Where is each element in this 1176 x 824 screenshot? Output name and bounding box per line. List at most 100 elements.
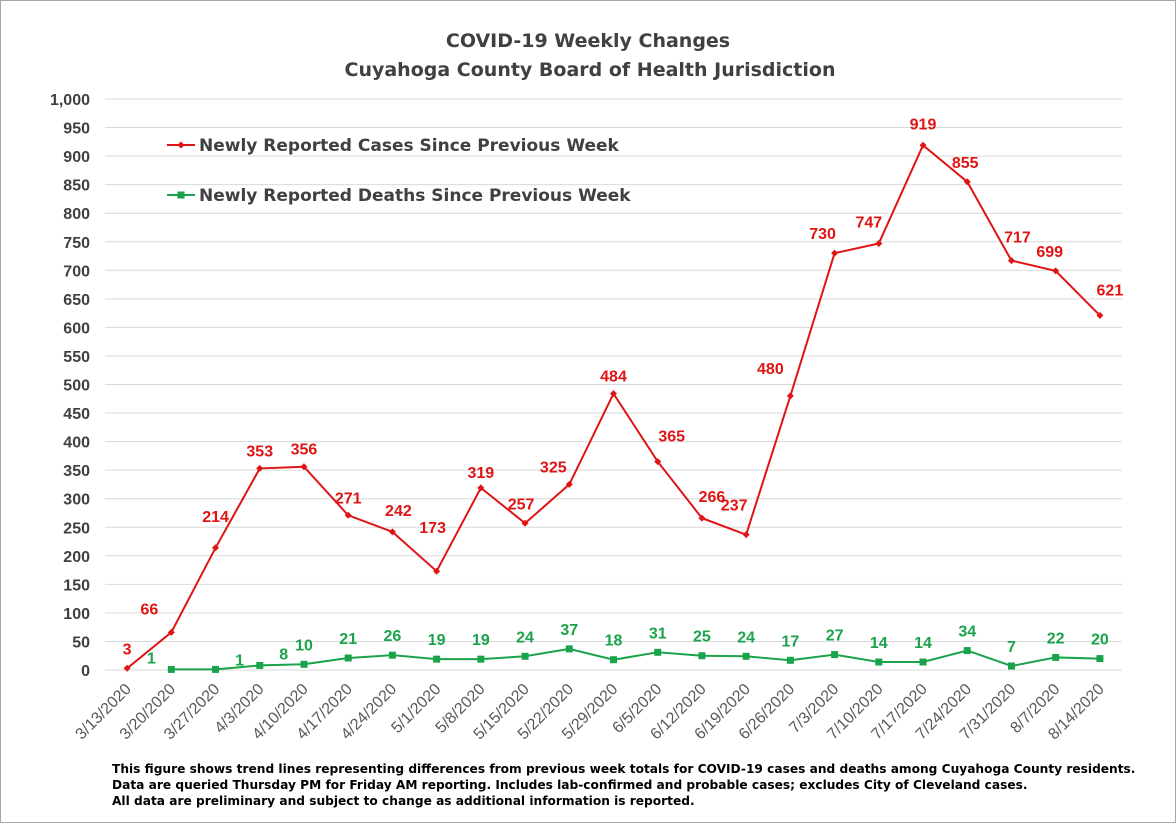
y-tick-label: 500: [63, 378, 90, 395]
y-tick-label: 0: [81, 663, 90, 680]
deaths-point: [786, 656, 794, 664]
legend-label: Newly Reported Cases Since Previous Week: [199, 136, 620, 156]
deaths-point: [300, 660, 308, 668]
cases-point: [388, 528, 396, 536]
gridlines: [105, 98, 1122, 671]
cases-data-label: 730: [809, 226, 836, 243]
cases-point: [477, 484, 485, 492]
deaths-data-label: 34: [958, 624, 976, 641]
deaths-data-label: 24: [737, 629, 755, 646]
deaths-data-label: 14: [870, 635, 888, 652]
legend-swatch-marker: [177, 141, 185, 149]
y-tick-label: 750: [63, 235, 90, 252]
deaths-data-label: 25: [693, 629, 711, 646]
footnote: This figure shows trend lines representi…: [112, 761, 1136, 809]
cases-point: [256, 464, 264, 472]
deaths-point: [1007, 662, 1015, 670]
series-line-cases: [126, 143, 1101, 670]
cases-point: [1007, 257, 1015, 265]
cases-data-label: 325: [540, 459, 567, 476]
cases-data-label: 353: [246, 443, 273, 460]
cases-data-label: 237: [721, 498, 748, 515]
deaths-point: [654, 648, 662, 656]
deaths-point: [1052, 653, 1060, 661]
cases-data-label: 266: [699, 489, 726, 506]
y-tick-label: 200: [63, 549, 90, 566]
chart-title-line-1: COVID-19 Weekly Changes: [446, 30, 730, 52]
y-tick-label: 650: [63, 292, 90, 309]
cases-point: [1096, 311, 1104, 319]
cases-point: [786, 392, 794, 400]
cases-data-label: 242: [385, 503, 412, 520]
cases-point: [654, 458, 662, 466]
chart-title-line-2: Cuyahoga County Board of Health Jurisdic…: [345, 59, 836, 81]
deaths-point: [610, 656, 617, 664]
legend: Newly Reported Cases Since Previous Week…: [167, 136, 631, 206]
cases-point: [123, 664, 131, 672]
cases-data-label: 257: [508, 496, 535, 513]
cases-data-label: 747: [855, 214, 882, 231]
cases-point: [919, 141, 927, 149]
deaths-point: [831, 651, 839, 659]
cases-point: [565, 480, 573, 488]
deaths-point: [565, 645, 573, 653]
deaths-data-label: 24: [516, 629, 534, 646]
cases-point: [433, 567, 441, 575]
cases-data-label: 319: [467, 465, 494, 482]
deaths-point: [1096, 655, 1104, 663]
series-layer: [123, 141, 1104, 673]
deaths-data-label: 27: [826, 628, 844, 645]
cases-data-label: 3: [123, 641, 132, 658]
cases-point: [167, 628, 175, 636]
deaths-point: [521, 652, 529, 660]
y-tick-label: 900: [63, 149, 90, 166]
cases-point: [344, 511, 352, 519]
deaths-data-label: 14: [914, 635, 932, 652]
cases-data-label: 621: [1097, 282, 1124, 299]
cases-point: [1052, 267, 1060, 275]
y-tick-label: 250: [63, 520, 90, 537]
y-tick-label: 450: [63, 406, 90, 423]
footnote-line: All data are preliminary and subject to …: [112, 794, 695, 808]
deaths-data-label: 21: [339, 631, 357, 648]
y-tick-label: 700: [63, 263, 90, 280]
cases-point: [698, 514, 706, 522]
cases-data-label: 484: [600, 369, 627, 386]
cases-point: [521, 519, 529, 527]
deaths-data-label: 10: [295, 637, 313, 654]
cases-data-label: 855: [952, 155, 979, 172]
deaths-point: [256, 661, 264, 669]
y-tick-label: 550: [63, 349, 90, 366]
y-axis-ticks: 0 50 100 150 200 250 300 350 400 450 500 550 600 650 7…: [50, 92, 90, 680]
deaths-data-label: 18: [605, 633, 623, 650]
cases-point: [212, 544, 220, 552]
cases-data-label: 66: [140, 601, 158, 618]
y-tick-label: 100: [63, 606, 90, 623]
cases-point: [963, 178, 971, 186]
deaths-point: [919, 658, 927, 666]
deaths-point: [344, 654, 352, 662]
deaths-data-label: 22: [1047, 630, 1065, 647]
y-tick-label: 800: [63, 206, 90, 223]
deaths-data-label: 19: [472, 632, 490, 649]
legend-swatch-marker: [177, 191, 185, 199]
y-tick-label: 350: [63, 463, 90, 480]
series-line-deaths: [171, 647, 1100, 671]
deaths-data-label: 37: [560, 622, 578, 639]
deaths-point: [388, 651, 396, 659]
cases-data-label: 365: [658, 429, 685, 446]
deaths-point: [477, 655, 485, 663]
footnote-line: This figure shows trend lines representi…: [112, 762, 1136, 776]
deaths-data-label: 19: [428, 632, 446, 649]
y-tick-label: 600: [63, 320, 90, 337]
deaths-point: [167, 665, 175, 673]
deaths-data-label: 1: [147, 650, 156, 667]
cases-point: [610, 390, 617, 398]
cases-point: [742, 531, 750, 539]
deaths-data-label: 8: [279, 646, 288, 663]
y-tick-label: 50: [72, 634, 90, 651]
y-tick-label: 300: [63, 492, 90, 509]
deaths-point: [963, 647, 971, 655]
